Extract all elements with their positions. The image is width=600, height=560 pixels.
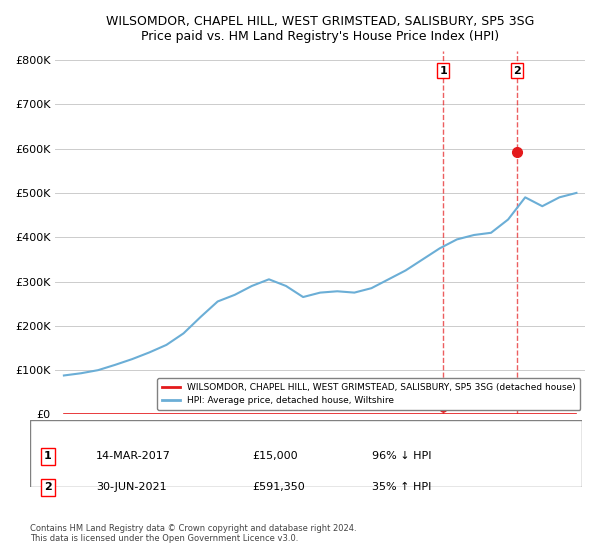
- Text: 14-MAR-2017: 14-MAR-2017: [96, 451, 171, 461]
- Text: £15,000: £15,000: [252, 451, 298, 461]
- Text: 35% ↑ HPI: 35% ↑ HPI: [372, 482, 431, 492]
- Text: 2: 2: [513, 66, 521, 76]
- Text: 1: 1: [439, 66, 447, 76]
- Text: 96% ↓ HPI: 96% ↓ HPI: [372, 451, 431, 461]
- FancyBboxPatch shape: [30, 420, 582, 487]
- Text: 2: 2: [44, 482, 52, 492]
- Title: WILSOMDOR, CHAPEL HILL, WEST GRIMSTEAD, SALISBURY, SP5 3SG
Price paid vs. HM Lan: WILSOMDOR, CHAPEL HILL, WEST GRIMSTEAD, …: [106, 15, 535, 43]
- Text: £591,350: £591,350: [252, 482, 305, 492]
- Text: Contains HM Land Registry data © Crown copyright and database right 2024.
This d: Contains HM Land Registry data © Crown c…: [30, 524, 356, 543]
- Legend: WILSOMDOR, CHAPEL HILL, WEST GRIMSTEAD, SALISBURY, SP5 3SG (detached house), HPI: WILSOMDOR, CHAPEL HILL, WEST GRIMSTEAD, …: [157, 379, 580, 410]
- Text: 1: 1: [44, 451, 52, 461]
- Text: 30-JUN-2021: 30-JUN-2021: [96, 482, 167, 492]
